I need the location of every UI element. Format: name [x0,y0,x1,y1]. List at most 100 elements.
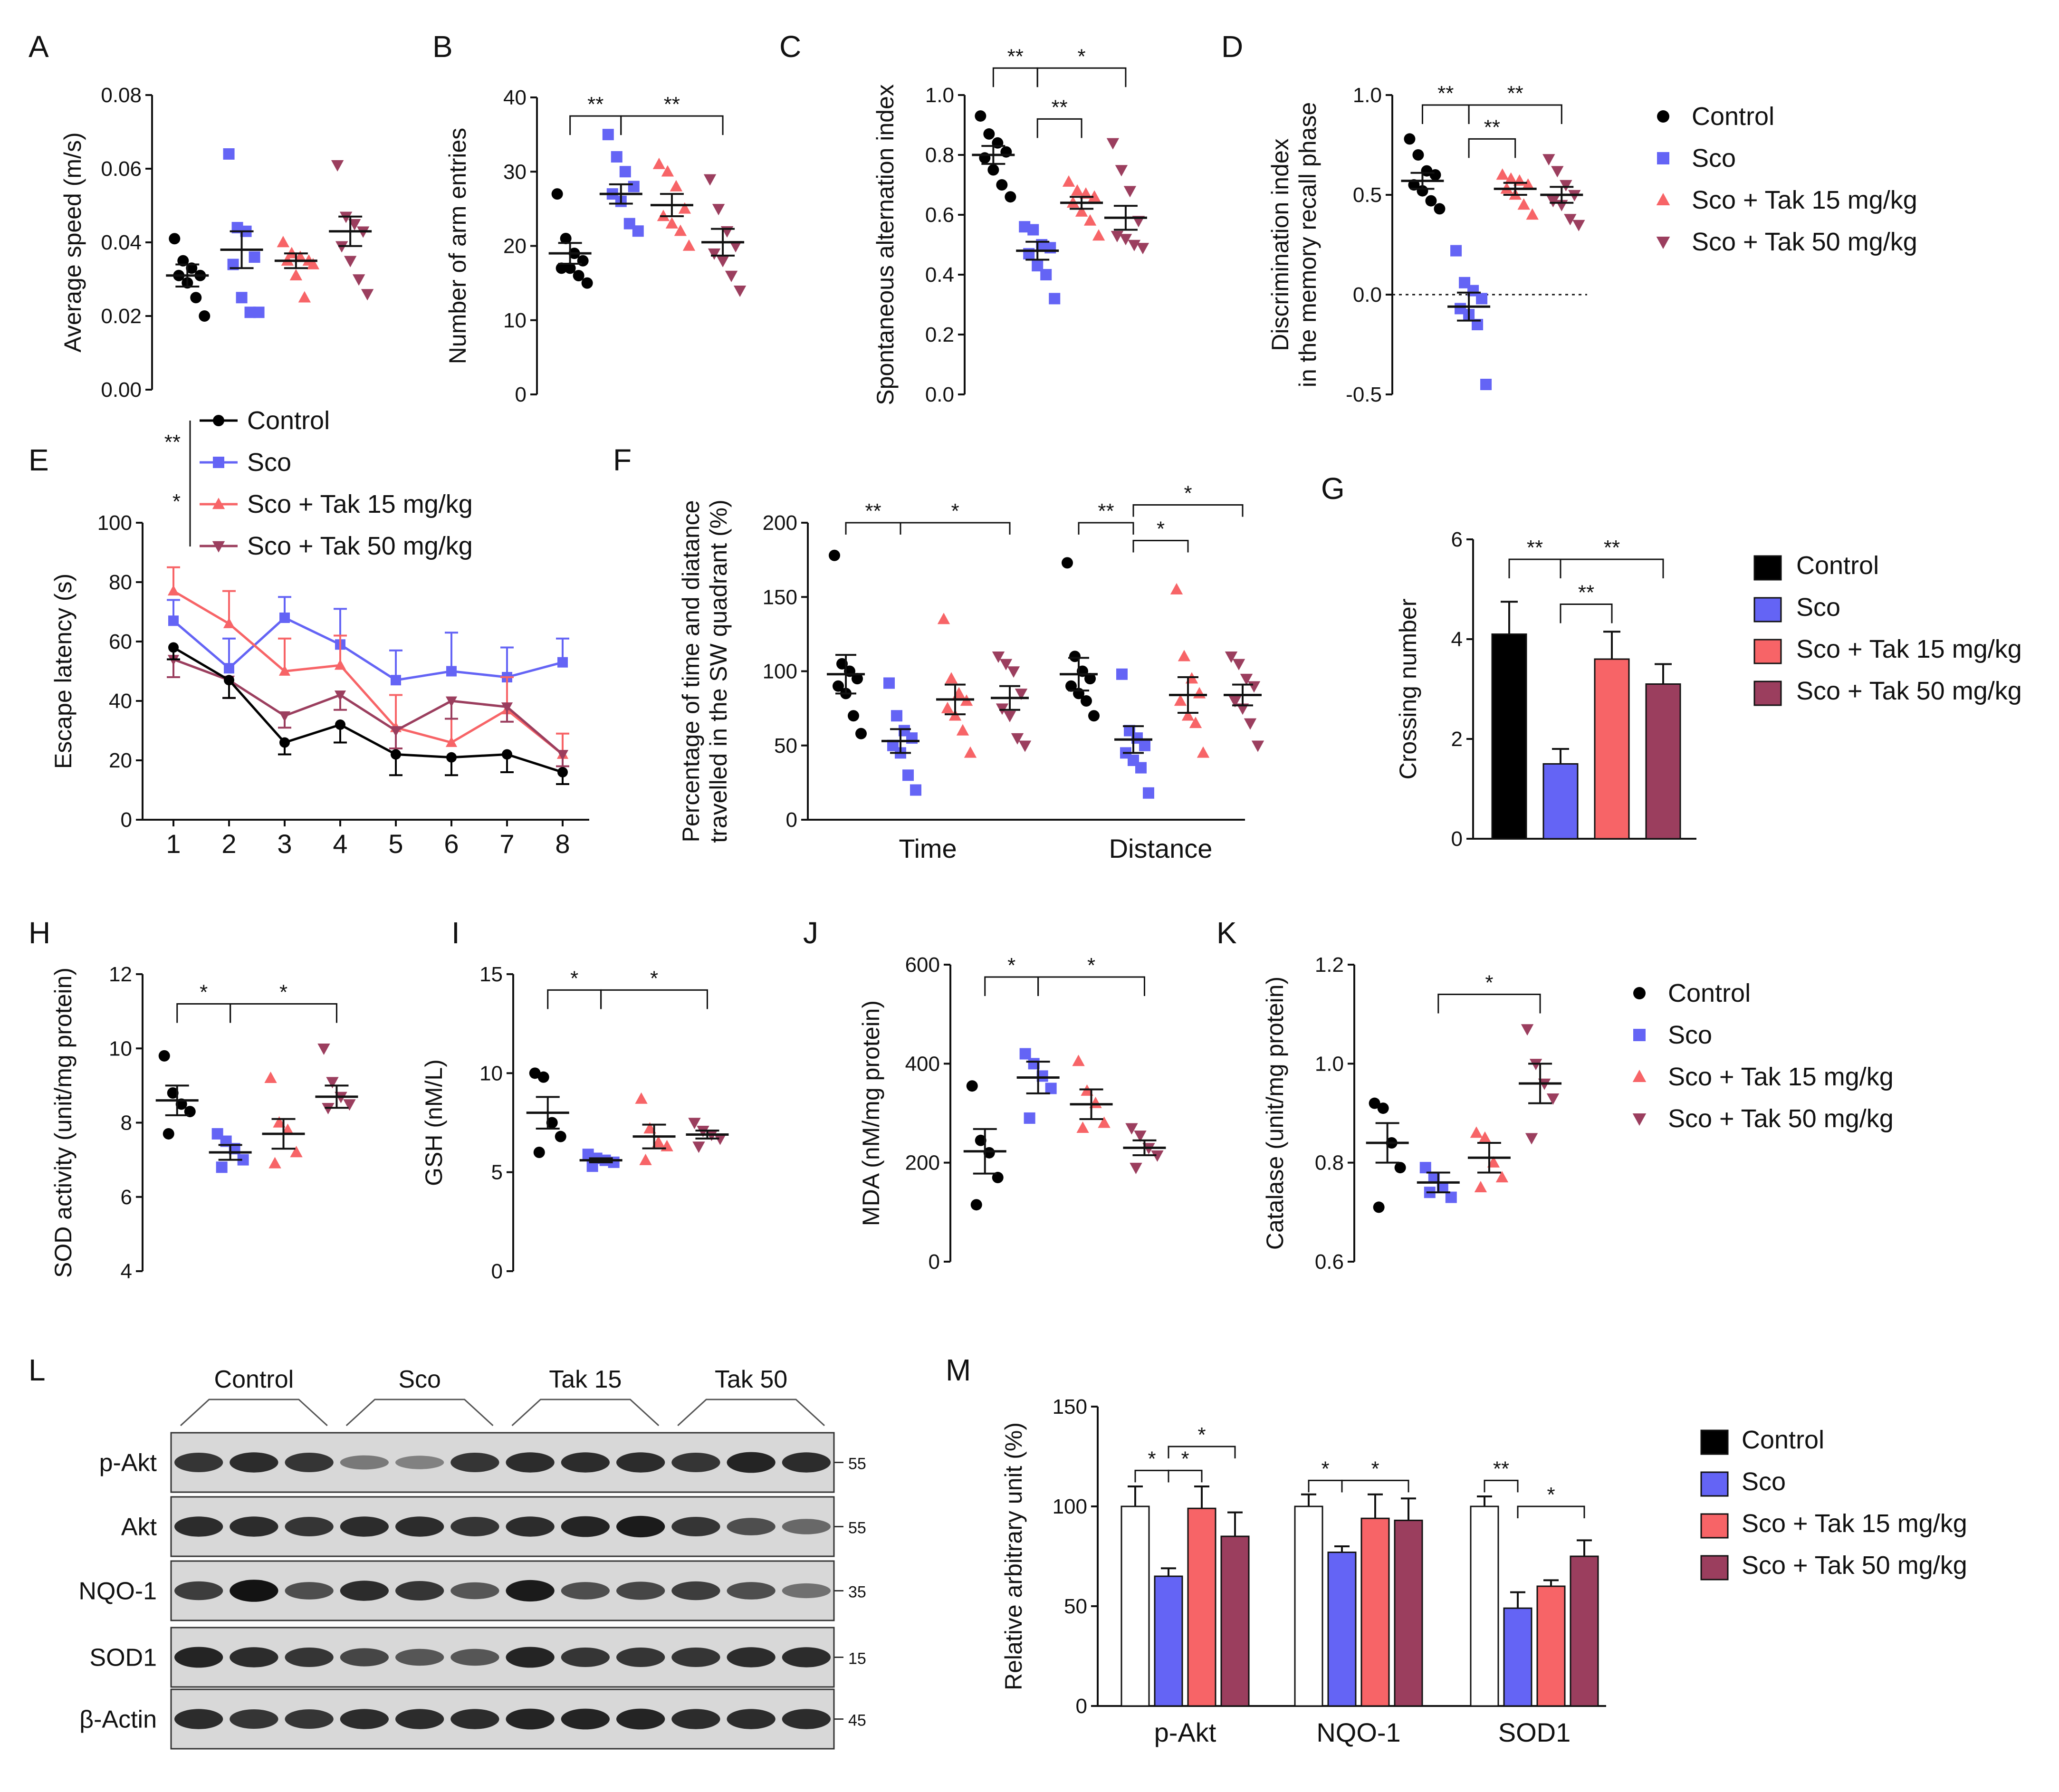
y-axis-label: travelled in the SW quadrant (%) [705,499,732,843]
y-axis-label: Average speed (m/s) [59,132,86,352]
data-point [306,258,320,269]
data-point [168,642,179,653]
bar [1536,1585,1566,1707]
y-tick-label: 0 [1451,827,1463,851]
data-point [964,746,977,758]
blot-row-label: SOD1 [89,1644,157,1672]
legend-M: Control Sco Sco + Tak 15 mg/kg Sco + Tak 50… [1700,1426,1967,1581]
legend-entry: Control [1668,979,1751,1007]
y-tick-label: 0 [786,808,797,832]
data-point [1045,1083,1057,1094]
y-tick-label: 1.0 [925,84,954,107]
significance-label: ** [1578,581,1594,604]
y-tick-label: 10 [109,1037,132,1060]
blot-band [230,1580,278,1602]
data-point [1247,681,1261,693]
blot-band [285,1517,334,1536]
data-point [712,204,725,216]
data-point [1123,186,1137,198]
data-point [223,148,235,160]
bar [1327,1552,1357,1707]
data-point [546,1117,558,1129]
significance-label: ** [1007,45,1024,68]
data-point [560,232,572,244]
data-point [279,613,290,623]
data-point [1228,696,1242,708]
blot-row-label: p-Akt [99,1449,157,1477]
data-point [1445,1191,1457,1203]
data-point [1551,166,1564,178]
legend-marker [1657,110,1669,123]
data-point [216,1161,228,1173]
data-point [1197,746,1210,758]
blot-band [616,1708,665,1730]
data-point [652,1136,665,1148]
data-point [975,110,986,122]
data-point [1072,1054,1085,1066]
significance-label: ** [1484,115,1500,139]
y-axis-label: Discrimination index [1267,138,1293,351]
legend-swatch [1700,1513,1729,1539]
blot-band [230,1516,278,1537]
y-tick-label: 0.04 [101,231,142,254]
blot-group-bracket [677,1399,825,1427]
x-tick-label: 6 [444,829,459,859]
data-point [1098,1116,1111,1128]
legend-E: Control Sco Sco + Tak 15 mg/kg Sco + Tak 50… [164,406,473,560]
data-point [158,1050,170,1062]
y-tick-label: 40 [109,690,132,713]
y-tick-label: -0.5 [1346,383,1382,406]
y-tick-label: 0.6 [925,203,954,227]
data-point [278,711,291,722]
significance-label: * [570,967,578,990]
blot-band [450,1453,499,1472]
data-point [1075,205,1088,217]
significance-bracket [1132,504,1244,517]
significance-label: ** [664,93,680,116]
data-point [1517,198,1530,210]
blot-band [450,1517,499,1536]
data-point [334,690,346,701]
blot-band [727,1452,776,1473]
blot-band [727,1582,776,1600]
significance-label: * [200,981,208,1004]
y-tick-label: 50 [774,734,797,757]
blot-band [230,1647,278,1667]
data-point [277,236,290,248]
data-point [674,224,687,236]
blot-band [395,1709,444,1729]
data-point [1088,710,1100,722]
data-point [1027,224,1039,236]
blot-band [395,1456,444,1469]
legend-entry: Control [1742,1426,1824,1454]
data-point [335,719,345,730]
significance-bracket [1078,522,1134,535]
legend-swatch [1753,597,1782,623]
data-point [199,310,211,322]
y-tick-label: 0 [121,808,132,832]
data-point [643,1122,656,1134]
y-tick-label: 6 [1451,528,1463,551]
data-point [190,292,202,304]
chart-panel-H: 4 6 8 10 12 SOD activity (unit/mg protein) * * [50,963,358,1283]
data-point [975,1134,986,1146]
blot-band [727,1709,776,1729]
data-point [983,128,995,140]
y-tick-label: 150 [763,585,797,609]
data-point [1079,187,1092,199]
data-point [1236,703,1249,715]
significance-bracket [1168,1446,1236,1458]
blot-band [782,1647,831,1667]
data-point [992,1171,1004,1183]
y-tick-label: 6 [121,1186,132,1209]
data-point [446,666,457,677]
data-point [1240,673,1253,685]
blot-band [782,1519,831,1534]
y-axis-label: GSH (nM/L) [421,1059,447,1186]
y-tick-label: 80 [109,571,132,594]
data-point [289,268,303,280]
data-point [1572,220,1585,231]
data-point [224,663,234,674]
y-tick-label: 0.5 [1353,183,1382,207]
y-tick-label: 0.00 [101,378,142,402]
